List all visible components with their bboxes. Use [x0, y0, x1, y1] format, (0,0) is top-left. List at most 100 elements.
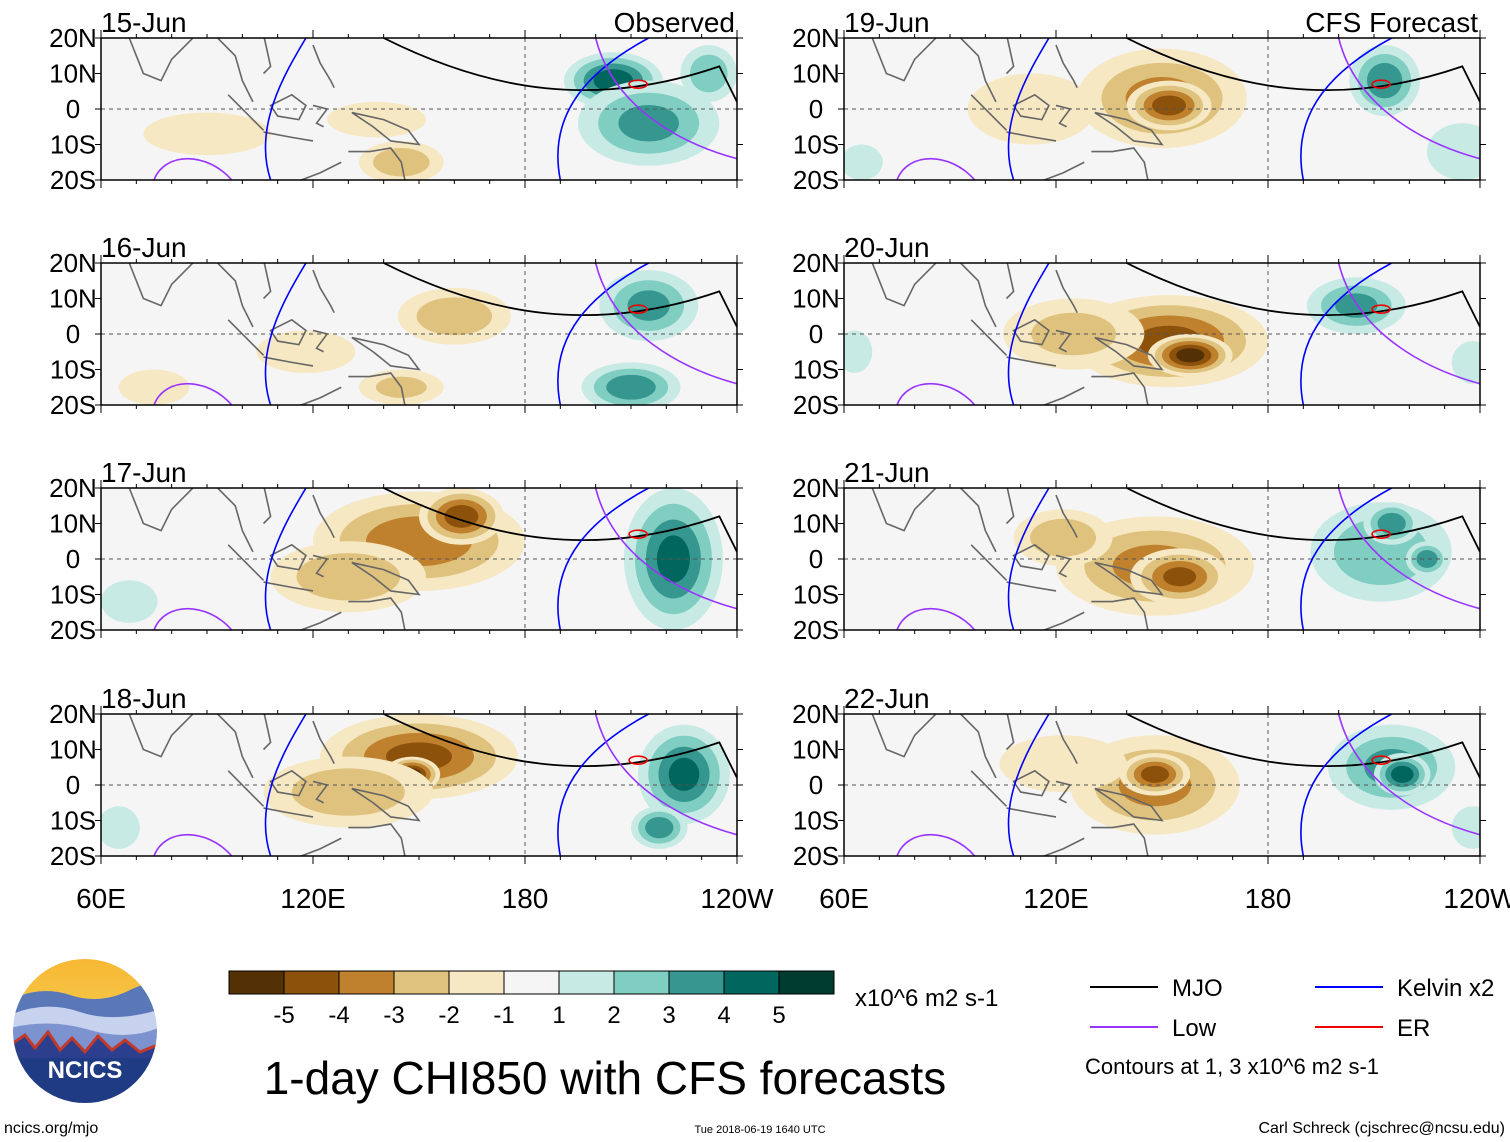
coastline [262, 714, 272, 751]
coastline [263, 356, 314, 367]
coastline [128, 38, 194, 82]
coastline [1006, 356, 1057, 367]
coastline [1012, 769, 1050, 797]
coastline [269, 769, 307, 797]
footer-timestamp: Tue 2018-06-19 1640 UTC [694, 1124, 825, 1136]
units-label: x10^6 m2 s-1 [855, 985, 998, 1012]
coastline [1005, 488, 1015, 525]
anomaly-contour [668, 757, 700, 791]
mjo-contour [1126, 38, 1480, 103]
anomaly-contour [618, 104, 679, 142]
colorbar-swatch [668, 970, 725, 995]
coastline [1055, 554, 1072, 578]
coastline [269, 318, 307, 346]
y-tick-label: 20S [793, 841, 839, 871]
coastline [128, 714, 194, 758]
coastline [1094, 561, 1164, 596]
panel-date: 16-Jun [101, 232, 187, 263]
coastline [351, 111, 421, 146]
colorbar-label: -1 [493, 1002, 514, 1029]
y-tick-label: 10N [792, 59, 840, 89]
er-contour [628, 529, 648, 539]
anomaly-contour [118, 369, 190, 405]
low-contour [896, 488, 1480, 630]
coastline [348, 372, 406, 405]
coastline [1055, 269, 1078, 314]
map-panel: 20N 10N 0 10S 20S 16-Jun [49, 232, 743, 420]
y-tick-label: 10N [49, 284, 97, 314]
coastline [871, 263, 937, 307]
low-contour [896, 38, 1480, 180]
mjo-contour [383, 714, 737, 779]
colorbar-swatch [558, 970, 615, 995]
low-contour [896, 714, 1480, 856]
anomaly-contour [606, 374, 656, 400]
coastline [1006, 807, 1057, 818]
coastline [1041, 386, 1085, 405]
kelvin-contour [264, 488, 650, 630]
coastline [128, 488, 194, 532]
coastline [348, 147, 406, 180]
colorbar-label: -2 [438, 1002, 459, 1029]
coastline [1041, 611, 1085, 630]
coastline [1055, 44, 1078, 89]
coastline [1012, 93, 1050, 121]
kelvin-contour [1007, 38, 1393, 180]
kelvin-contour [264, 263, 650, 405]
anomaly-contour [327, 101, 427, 138]
low-contour [153, 488, 737, 630]
coastline [298, 837, 342, 856]
y-tick-label: 20S [793, 615, 839, 645]
kelvin-contour [1007, 714, 1393, 856]
legend-entry: Kelvin x2 [1397, 975, 1494, 1002]
coastline [216, 38, 254, 103]
y-tick-label: 20N [792, 473, 840, 503]
anomaly-contour [1031, 312, 1117, 356]
coastline [269, 543, 307, 571]
er-contour [628, 755, 648, 765]
panel-date: 19-Jun [844, 7, 930, 38]
y-tick-label: 10S [50, 355, 96, 385]
panel-date: 20-Jun [844, 232, 930, 263]
coastline [1006, 131, 1057, 142]
coastline [1094, 111, 1164, 146]
er-contour [628, 304, 648, 314]
coastline [1055, 720, 1078, 765]
colorbar-label: 1 [552, 1002, 565, 1029]
y-tick-label: 0 [66, 770, 80, 800]
anomaly-contour [1140, 765, 1170, 783]
kelvin-contour [264, 38, 650, 180]
x-tick-label: 180 [502, 883, 549, 914]
mjo-contour [383, 38, 737, 103]
anomaly-contour [1152, 95, 1187, 116]
coastline [216, 714, 254, 779]
colorbar-swatch [503, 970, 560, 995]
coastline [263, 581, 314, 592]
kelvin-contour [1007, 488, 1393, 630]
panel-date: 15-Jun [101, 7, 187, 38]
y-tick-label: 10N [792, 735, 840, 765]
anomaly-contour [143, 112, 271, 156]
y-tick-label: 10N [49, 59, 97, 89]
anomaly-contour [291, 768, 405, 816]
legend-entry: MJO [1172, 975, 1223, 1002]
footer-url: ncics.org/mjo [4, 1120, 98, 1137]
y-tick-label: 10N [792, 509, 840, 539]
coastline [348, 597, 406, 630]
contour-note: Contours at 1, 3 x10^6 m2 s-1 [1085, 1054, 1379, 1079]
y-tick-label: 20N [49, 699, 97, 729]
footer-credit: Carl Schreck (cjschrec@ncsu.edu) [1258, 1120, 1505, 1137]
coastline [871, 38, 937, 82]
y-tick-label: 20S [50, 841, 96, 871]
coastline [1055, 494, 1078, 539]
map-panel: 20N 10N 0 10S 20S 18-Jun 60E 120E 180 120W [49, 683, 774, 914]
y-tick-label: 20N [792, 248, 840, 278]
anomaly-contour [296, 553, 401, 601]
anomaly-contour [1030, 518, 1097, 557]
map-panel: 20N 10N 0 10S 20S 21-Jun [792, 457, 1486, 645]
y-tick-label: 10S [793, 355, 839, 385]
colorbar-swatch [613, 970, 670, 995]
coastline [1091, 597, 1149, 630]
anomaly-contour [689, 54, 728, 93]
coastline [1055, 104, 1072, 128]
